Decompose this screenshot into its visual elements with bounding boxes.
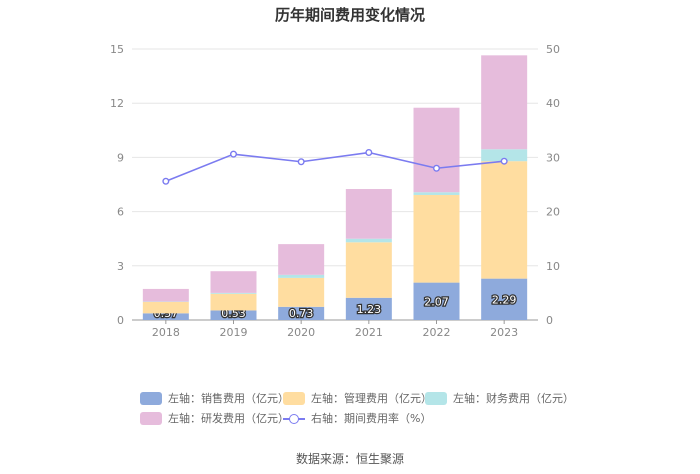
y-left-tick-label: 15 [110, 43, 124, 56]
legend-swatch-rate [283, 412, 305, 425]
x-tick-label: 2018 [152, 326, 180, 339]
bar-segment-1 [142, 301, 189, 314]
bar-segment-2 [481, 149, 528, 162]
bar-segment-1 [210, 293, 257, 311]
legend-label-rate: 右轴：期间费用率（%） [311, 412, 432, 425]
y-left-tick-label: 0 [117, 314, 124, 327]
rate-point [500, 157, 508, 165]
bar-data-label: 0.73 [289, 307, 314, 320]
y-right-tick-label: 50 [546, 43, 560, 56]
bar-segment-2 [345, 238, 392, 243]
bar-segment-2 [413, 192, 460, 195]
x-tick-label: 2019 [220, 326, 248, 339]
bar-segment-0 [210, 310, 257, 320]
bar-segment-1 [278, 277, 325, 307]
y-left-tick-label: 12 [110, 97, 124, 110]
x-tick-label: 2022 [423, 326, 451, 339]
legend-item-finance[interactable]: 左轴：财务费用（亿元） [425, 390, 574, 406]
rate-point [433, 164, 441, 172]
legend-label-rd: 左轴：研发费用（亿元） [168, 412, 289, 425]
legend-swatch-finance [425, 391, 447, 405]
bar-segment-2 [210, 292, 257, 294]
y-left-tick-label: 9 [117, 151, 124, 164]
chart-title: 历年期间费用变化情况 [274, 6, 425, 24]
legend-swatch-rd [140, 411, 162, 425]
legend-label-admin: 左轴：管理费用（亿元） [311, 392, 432, 405]
y-right-tick-label: 20 [546, 206, 560, 219]
legend-item-admin[interactable]: 左轴：管理费用（亿元） [283, 390, 432, 406]
bar-segment-2 [278, 274, 325, 278]
legend-item-sales[interactable]: 左轴：销售费用（亿元） [140, 390, 289, 406]
legend-swatch-sales [140, 391, 162, 405]
bar-segment-0 [142, 313, 189, 320]
y-right-tick-label: 10 [546, 260, 560, 273]
y-right-tick-label: 0 [546, 314, 553, 327]
bar-segment-0 [278, 306, 325, 320]
bar-data-label: 1.23 [357, 303, 382, 316]
bar-segment-3 [142, 288, 189, 302]
bar-segment-0 [481, 278, 528, 320]
bar-segment-1 [413, 194, 460, 283]
bar-segment-3 [210, 271, 257, 293]
legend-label-sales: 左轴：销售费用（亿元） [168, 392, 289, 405]
legend-label-finance: 左轴：财务费用（亿元） [453, 392, 574, 405]
bar-segment-0 [345, 297, 392, 320]
bar-segment-3 [345, 189, 392, 239]
legend-item-rate[interactable]: 右轴：期间费用率（%） [283, 410, 431, 426]
bar-segment-3 [413, 107, 460, 193]
x-tick-label: 2023 [490, 326, 518, 339]
rate-line [165, 151, 505, 182]
rate-point [229, 150, 237, 158]
bar-segment-1 [345, 242, 392, 298]
x-tick-label: 2021 [355, 326, 383, 339]
source-note: 数据来源：恒生聚源 [295, 452, 404, 466]
rate-point [297, 158, 305, 166]
bar-segment-1 [481, 161, 528, 279]
bar-data-label: 2.07 [424, 295, 449, 308]
y-left-tick-label: 3 [117, 260, 124, 273]
rate-point [365, 149, 373, 157]
y-left-tick-label: 6 [117, 206, 124, 219]
bar-data-label: 2.29 [492, 293, 517, 306]
bar-segment-3 [278, 244, 325, 275]
x-tick-label: 2020 [287, 326, 315, 339]
y-right-tick-label: 40 [546, 97, 560, 110]
y-right-tick-label: 30 [546, 151, 560, 164]
rate-point [162, 177, 170, 185]
legend-swatch-admin [283, 391, 305, 405]
bar-segment-0 [413, 282, 460, 320]
legend-item-rd[interactable]: 左轴：研发费用（亿元） [140, 410, 289, 426]
bar-segment-3 [481, 55, 528, 150]
